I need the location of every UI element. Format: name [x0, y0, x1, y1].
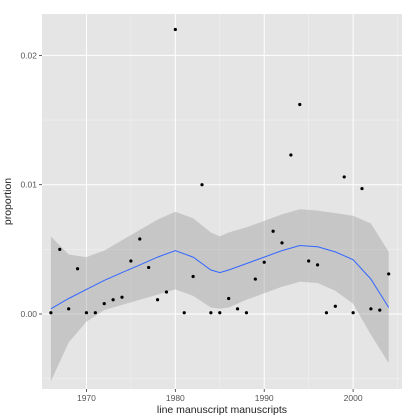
y-axis-ticks: 0.00 0.01 0.02 [20, 50, 42, 319]
data-point [155, 298, 160, 302]
data-point [182, 311, 186, 315]
data-point [58, 247, 62, 251]
data-point [369, 307, 373, 311]
data-point [173, 27, 177, 32]
x-axis-title: line manuscript manuscripts [157, 404, 287, 416]
x-tick-label: 2000 [344, 393, 363, 403]
data-point [244, 311, 249, 315]
y-tick-label: 0.02 [20, 50, 37, 60]
data-point [378, 308, 382, 312]
data-point [191, 274, 195, 279]
x-axis-ticks: 1970 1980 1990 2000 [77, 389, 363, 403]
y-axis-title: proportion [2, 178, 14, 225]
y-tick-label: 0.00 [20, 309, 37, 319]
data-point [200, 183, 204, 187]
data-point [111, 298, 115, 302]
data-point [280, 241, 284, 245]
data-point [218, 311, 222, 315]
minor-gridlines [42, 14, 402, 389]
data-point [342, 175, 346, 179]
data-point [333, 304, 337, 308]
major-gridlines [42, 14, 402, 389]
data-point [209, 311, 213, 315]
data-point [227, 296, 231, 301]
data-point [298, 102, 302, 107]
data-point [93, 311, 97, 315]
smooth-trend-line [50, 244, 390, 310]
data-point [164, 290, 169, 294]
plot-panel [42, 14, 402, 389]
x-tick-label: 1990 [255, 393, 274, 403]
data-point [147, 265, 151, 270]
data-point [253, 277, 257, 281]
data-point [120, 295, 124, 299]
data-point [67, 307, 71, 311]
data-point [84, 311, 89, 315]
data-point [351, 311, 355, 315]
data-point [307, 259, 311, 263]
data-point [129, 259, 133, 263]
data-point [271, 229, 275, 233]
data-point [138, 237, 142, 241]
x-tick-label: 1980 [166, 393, 185, 403]
confidence-band [50, 209, 389, 382]
data-points [49, 27, 391, 315]
y-tick-label: 0.01 [20, 180, 37, 190]
data-point [324, 311, 329, 315]
x-tick-label: 1970 [77, 393, 96, 403]
data-point [360, 186, 364, 191]
data-point [102, 302, 106, 306]
data-point [49, 311, 53, 315]
data-point [289, 153, 293, 157]
data-point [387, 272, 391, 276]
data-point [262, 260, 266, 264]
data-point [75, 267, 80, 271]
data-point [235, 307, 240, 311]
data-point [315, 263, 320, 267]
